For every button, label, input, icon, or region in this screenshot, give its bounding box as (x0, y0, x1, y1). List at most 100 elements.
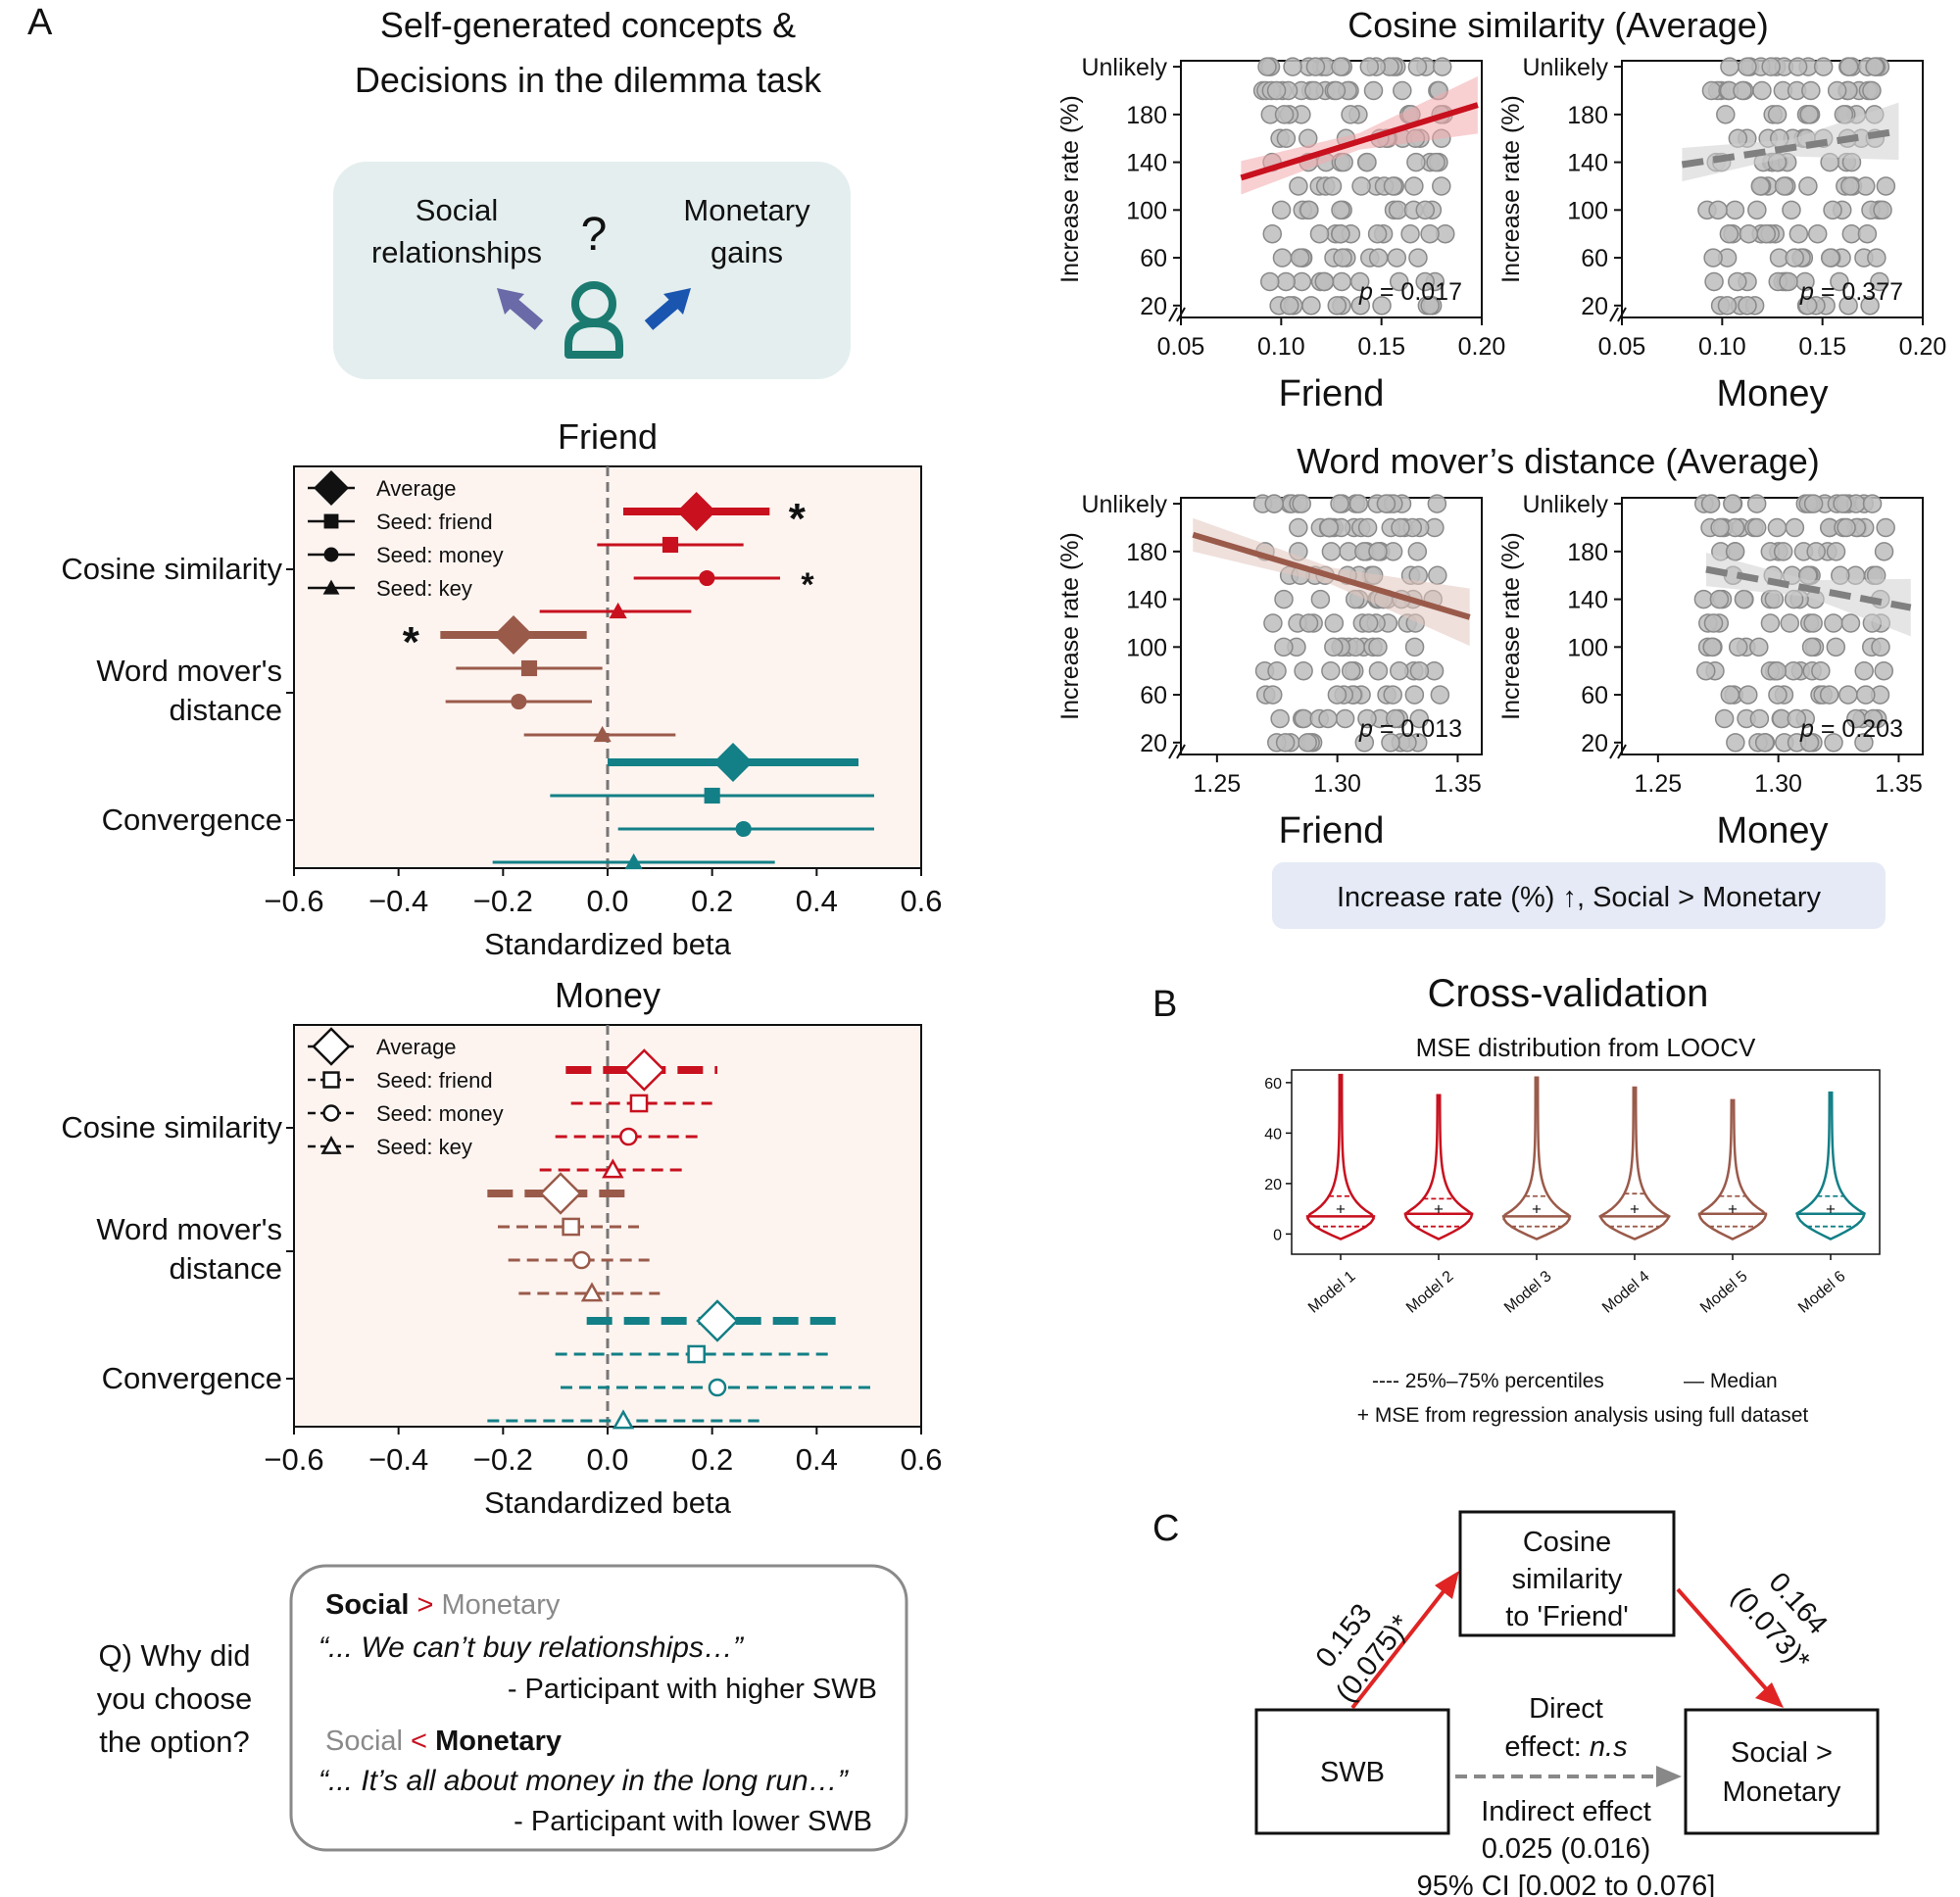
regression-line (1192, 531, 1471, 620)
arrow-up-right-icon (644, 288, 691, 330)
data-point (1710, 517, 1730, 538)
data-point (1257, 57, 1277, 76)
data-point (1391, 517, 1410, 538)
data-point (1321, 660, 1341, 681)
p-value: = 0.013 (1373, 715, 1462, 743)
data-point (1746, 494, 1767, 513)
data-point (1420, 223, 1440, 244)
group-label-line2: distance (170, 693, 282, 727)
y-tick-label: 20 (1581, 730, 1608, 757)
x-tick-label: 0.15 (1798, 333, 1846, 361)
legend-mean: + MSE from regression analysis using ful… (1357, 1404, 1809, 1427)
panel-a-title-line2: Decisions in the dilemma task (355, 60, 822, 100)
legend-marker (322, 1104, 340, 1122)
group-label: Convergence (102, 1361, 282, 1395)
data-point (1779, 271, 1798, 292)
data-point (1383, 176, 1403, 196)
choice-social-greater: Social > Monetary (325, 1589, 561, 1621)
choice1-op: > (409, 1589, 441, 1621)
x-tick-label: 0.05 (1157, 333, 1205, 361)
data-point (1807, 223, 1828, 244)
forest-title: Money (555, 975, 661, 1015)
y-tick-label: 60 (1264, 1076, 1282, 1093)
p-symbol: p (1799, 278, 1814, 306)
data-point (1830, 271, 1849, 292)
data-point (1839, 57, 1859, 76)
axis-break (1168, 307, 1178, 322)
panel-letter-c: C (1152, 1508, 1179, 1549)
p-value: = 0.377 (1814, 278, 1903, 306)
data-point (1430, 685, 1450, 705)
x-tick-label: 1.35 (1434, 770, 1482, 798)
data-point (1750, 176, 1771, 196)
data-point (1383, 685, 1402, 705)
data-point (1728, 271, 1747, 292)
x-tick-label: 0.6 (900, 884, 942, 918)
y-tick-label: 180 (1567, 539, 1608, 566)
data-point (1780, 613, 1800, 633)
data-point (1387, 248, 1407, 268)
scatter-block-title: Cosine similarity (Average) (1348, 5, 1768, 45)
p-value: = 0.203 (1814, 715, 1903, 743)
legend-marker (323, 513, 339, 529)
dilemma-right-line1: Monetary (683, 193, 810, 227)
arrow-up-left-icon (497, 288, 544, 330)
legend-marker (314, 470, 349, 506)
data-point (1348, 494, 1369, 513)
legend-marker (320, 1136, 342, 1154)
x-tick-label: 0.05 (1598, 333, 1646, 361)
p-value-label: p = 0.377 (1799, 278, 1903, 306)
question-line3: the option? (99, 1725, 249, 1759)
indirect-effect-line2: 0.025 (0.016) (1482, 1833, 1651, 1865)
data-point (1717, 296, 1738, 316)
data-point (1726, 733, 1745, 753)
data-point (1404, 685, 1425, 705)
dilemma-box (333, 162, 851, 379)
dilemma-right-line2: gains (710, 235, 783, 269)
x-tick-label: 0.0 (586, 884, 628, 918)
data-point (1304, 80, 1324, 101)
dilemma-left-line2: relationships (371, 235, 542, 269)
data-point (1702, 637, 1722, 657)
data-point (1746, 517, 1767, 538)
data-point (1854, 660, 1874, 681)
swb-label: SWB (1320, 1757, 1385, 1788)
data-point (1428, 565, 1447, 585)
scatter-block-title: Word mover’s distance (Average) (1297, 441, 1820, 481)
data-point (1773, 542, 1793, 561)
path-b-arrow (1676, 1587, 1784, 1708)
data-point (1738, 296, 1757, 316)
point-marker (612, 1409, 635, 1430)
x-tick-label: 1.25 (1194, 770, 1242, 798)
data-point (1400, 223, 1420, 244)
point-marker (609, 602, 627, 619)
data-point (1785, 248, 1804, 268)
data-point (1739, 685, 1758, 705)
data-point (1318, 708, 1338, 729)
choice1-monetary: Monetary (442, 1589, 561, 1621)
panel-letter-a: A (27, 2, 53, 43)
data-point (1426, 152, 1446, 172)
data-point (1260, 271, 1280, 292)
data-point (1393, 80, 1412, 101)
x-tick-label: 0.20 (1458, 333, 1506, 361)
data-point (1787, 708, 1807, 729)
data-point (1415, 200, 1436, 220)
data-point (1820, 248, 1840, 268)
data-point (1301, 296, 1321, 316)
data-point (1415, 271, 1435, 292)
path-b-coef: 0.164 (0.073)* (1725, 1567, 1834, 1677)
mediator-line3: to 'Friend' (1505, 1601, 1629, 1632)
x-tick-label: −0.6 (264, 884, 323, 918)
axis-break (1617, 744, 1627, 759)
data-point (1359, 57, 1380, 76)
x-tick-label: 0.15 (1357, 333, 1405, 361)
data-point (1725, 200, 1745, 220)
note-box-text: Increase rate (%) ↑, Social > Monetary (1337, 882, 1822, 913)
x-tick-label: −0.2 (473, 1442, 533, 1477)
data-point (1749, 637, 1769, 657)
mean-marker: + (1336, 1200, 1346, 1219)
data-point (1723, 494, 1742, 513)
data-point (1324, 613, 1345, 633)
data-point (1798, 176, 1818, 196)
